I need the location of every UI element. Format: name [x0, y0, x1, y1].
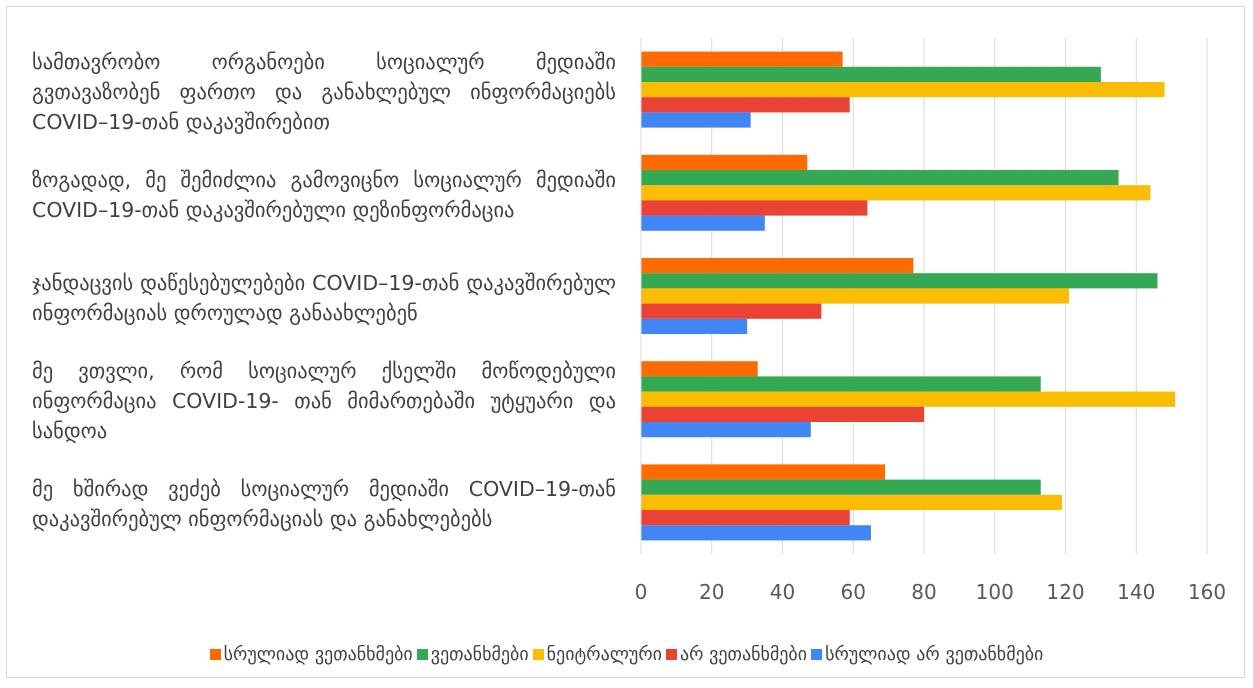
bar — [641, 97, 850, 113]
bar — [641, 303, 822, 319]
bar — [641, 361, 758, 377]
legend-label: სრულიად ვეთანხმები — [223, 644, 413, 665]
legend-item: სრულიად არ ვეთანხმები — [811, 644, 1043, 665]
bar — [641, 170, 1119, 186]
bar — [641, 154, 808, 170]
x-tick-label: 40 — [770, 580, 795, 604]
category-label: ზოგადად, მე შემიძლია გამოვიცნო სოციალურ … — [32, 167, 616, 222]
bar — [641, 391, 1176, 407]
x-tick-label: 80 — [911, 580, 936, 604]
bar — [641, 525, 871, 541]
legend-label: ნეიტრალური — [546, 644, 662, 665]
x-tick-label: 120 — [1046, 580, 1084, 604]
bar — [641, 51, 843, 67]
x-tick-label: 100 — [976, 580, 1014, 604]
bar — [641, 258, 914, 274]
legend-item: სრულიად ვეთანხმები — [209, 644, 413, 665]
bar — [641, 200, 868, 216]
bar — [641, 215, 765, 231]
x-tick-label: 20 — [699, 580, 724, 604]
category-label: მე ვთვლი, რომ სოციალურ ქსელში მოწოდებული… — [32, 359, 616, 444]
bar — [641, 66, 1101, 82]
bar — [641, 510, 850, 526]
bar — [641, 273, 1158, 289]
legend-item: ნეიტრალური — [532, 644, 662, 665]
bar — [641, 318, 748, 334]
chart-frame — [6, 6, 1245, 678]
bar — [641, 288, 1070, 304]
legend-swatch — [209, 649, 221, 660]
legend-label: სრულიად არ ვეთანხმები — [825, 644, 1044, 665]
bar — [641, 112, 751, 128]
bar — [641, 494, 1062, 510]
bar — [641, 82, 1165, 98]
x-tick-label: 140 — [1117, 580, 1155, 604]
legend-swatch — [811, 649, 823, 660]
x-tick-label: 60 — [841, 580, 866, 604]
bar — [641, 479, 1041, 495]
category-label: ჯანდაცვის დაწესებულებები COVID–19-თან და… — [32, 271, 616, 325]
bar — [641, 406, 924, 422]
legend-label: არ ვეთანხმები — [679, 644, 808, 665]
legend-item: არ ვეთანხმები — [665, 644, 808, 665]
bar — [641, 464, 886, 480]
legend-item: ვეთანხმები — [416, 644, 529, 665]
category-label: მე ხშირად ვეძებ სოციალურ მედიაში COVID–1… — [32, 477, 616, 532]
bar — [641, 422, 811, 438]
bar — [641, 185, 1151, 201]
legend-swatch — [416, 649, 428, 660]
category-label: სამთავრობო ორგანოები სოციალურ მედიაში გვ… — [32, 49, 616, 134]
bar — [641, 376, 1041, 392]
legend-swatch — [532, 649, 544, 660]
legend: სრულიად ვეთანხმები ვეთანხმები ნეიტრალური… — [0, 644, 1253, 665]
x-tick-label: 0 — [635, 580, 648, 604]
legend-swatch — [665, 649, 677, 660]
legend-label: ვეთანხმები — [430, 644, 529, 665]
x-tick-label: 160 — [1188, 580, 1226, 604]
